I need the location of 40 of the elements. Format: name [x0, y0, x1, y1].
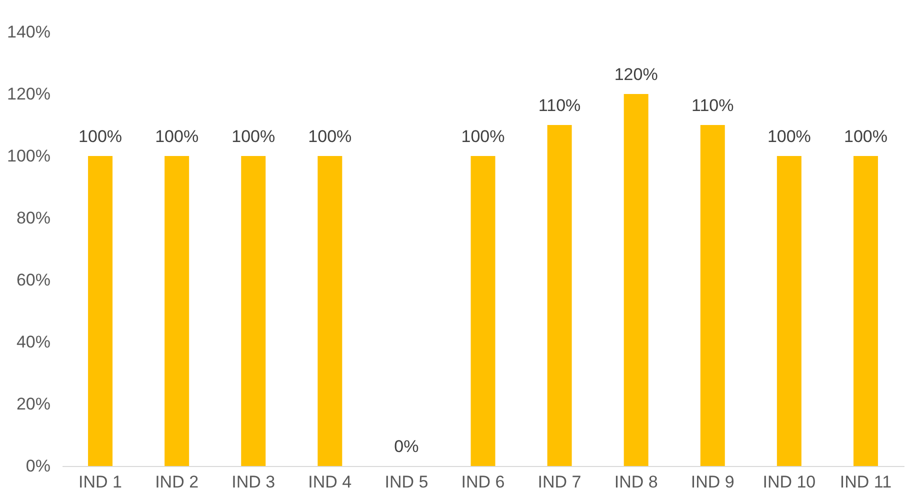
- bar: [776, 156, 802, 466]
- data-label: 110%: [692, 96, 734, 115]
- bar: [547, 125, 572, 466]
- x-tick-label: IND 6: [461, 472, 505, 492]
- x-tick-label: IND 2: [155, 472, 199, 492]
- bar: [164, 156, 190, 466]
- y-tick-label: 80%: [16, 208, 50, 228]
- bar: [700, 125, 725, 466]
- y-tick-label: 0%: [26, 456, 50, 476]
- x-tick-label: IND 8: [614, 472, 658, 492]
- y-tick-label: 120%: [7, 84, 50, 104]
- bar: [470, 156, 496, 466]
- data-label: 100%: [78, 127, 122, 146]
- x-tick-label: IND 7: [538, 472, 582, 492]
- y-tick-label: 20%: [16, 394, 50, 414]
- data-label: 100%: [767, 127, 811, 146]
- data-label: 110%: [538, 96, 581, 115]
- bar: [88, 156, 113, 466]
- y-tick-label: 60%: [16, 270, 50, 290]
- x-tick-label: IND 5: [384, 472, 428, 492]
- x-tick-label: IND 3: [232, 472, 276, 492]
- x-tick-label: IND 4: [308, 472, 352, 492]
- data-label: 100%: [461, 127, 505, 146]
- data-label: 100%: [844, 127, 888, 146]
- bar: [241, 156, 266, 466]
- y-tick-label: 100%: [7, 146, 50, 166]
- bar: [853, 156, 878, 466]
- x-tick-label: IND 1: [78, 472, 122, 492]
- bar: [318, 156, 342, 466]
- data-label: 0%: [394, 437, 419, 456]
- data-label: 100%: [155, 127, 199, 146]
- x-tick-label: IND 9: [690, 472, 734, 492]
- data-label: 120%: [614, 65, 658, 84]
- data-label: 100%: [308, 127, 352, 146]
- x-tick-label: IND 10: [762, 472, 816, 492]
- y-tick-label: 40%: [16, 332, 50, 352]
- data-label: 100%: [232, 127, 276, 146]
- bar: [624, 94, 648, 466]
- y-tick-label: 140%: [7, 22, 50, 42]
- x-tick-label: IND 11: [840, 472, 892, 492]
